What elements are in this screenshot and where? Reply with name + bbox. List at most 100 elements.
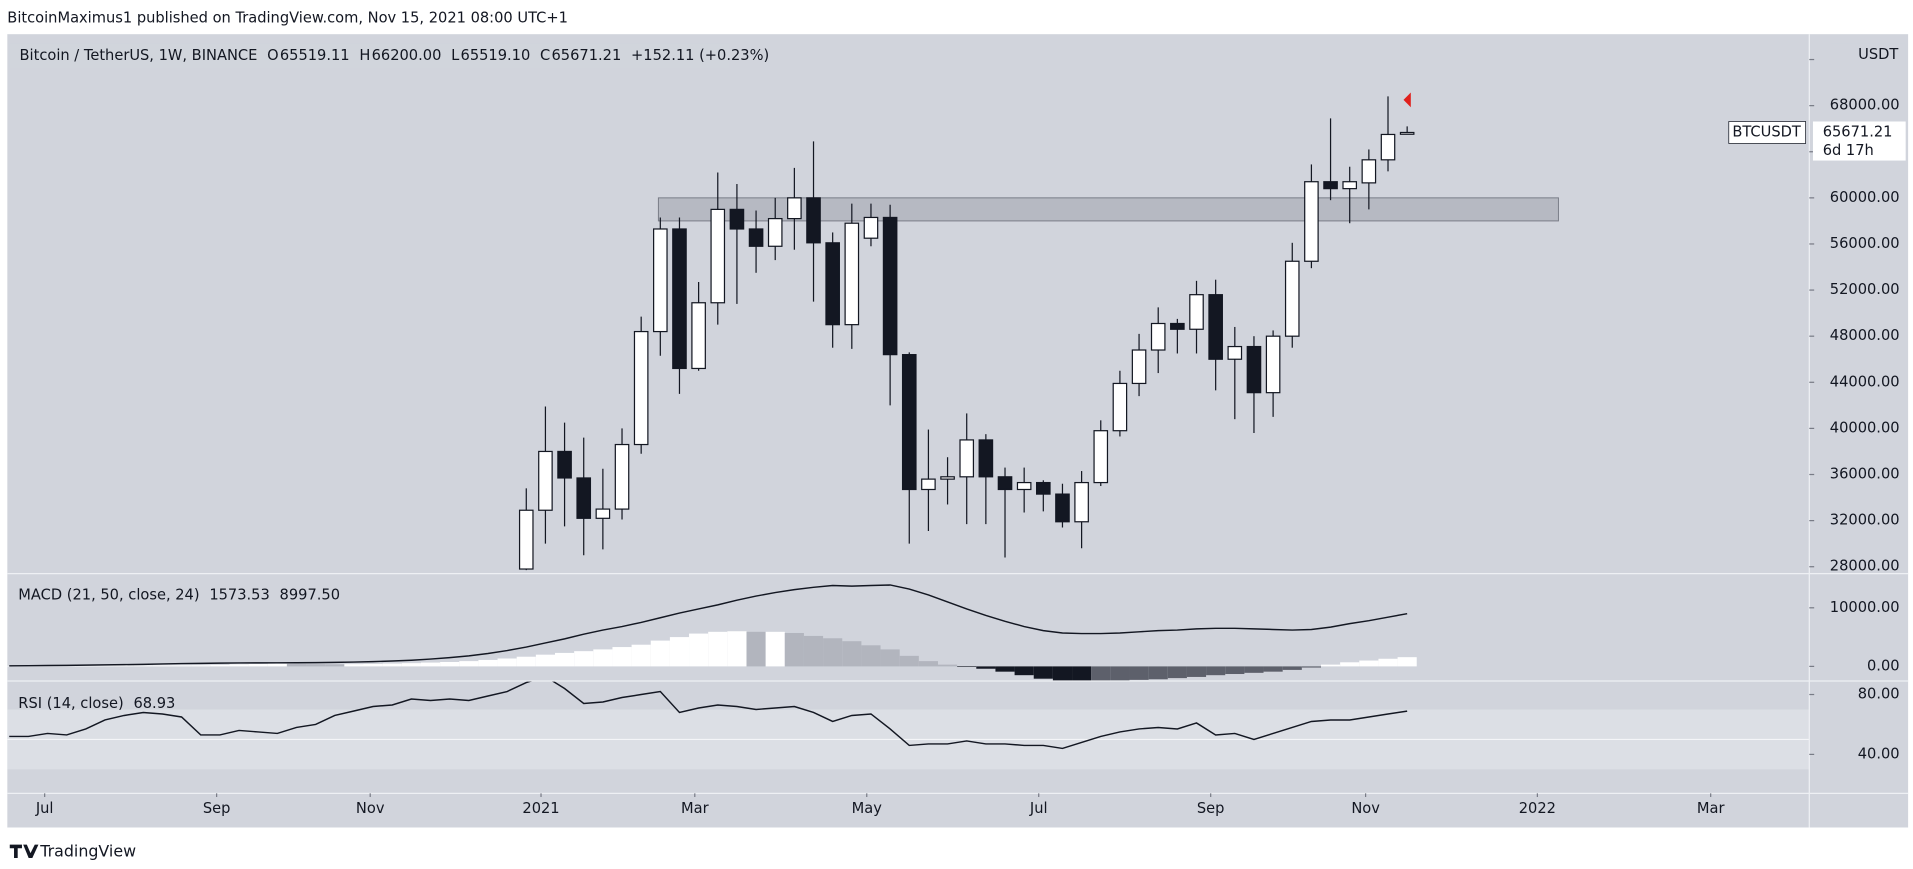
candle-body — [1055, 493, 1070, 523]
candle-body — [1170, 322, 1185, 330]
macd-histogram-bar — [1206, 666, 1226, 676]
macd-histogram-bar — [1186, 666, 1207, 677]
y-tick-label: 80.00 — [1858, 686, 1900, 703]
macd-histogram-bar — [708, 631, 728, 667]
macd-histogram-bar — [612, 647, 632, 667]
candle-body — [1342, 181, 1358, 190]
macd-histogram-bar — [191, 665, 211, 667]
publisher-line: BitcoinMaximus1 published on TradingView… — [7, 9, 568, 26]
macd-histogram-bar — [478, 659, 498, 667]
x-tick-label: Jul — [1029, 800, 1048, 817]
y-tick-label: 28000.00 — [1830, 558, 1900, 575]
macd-pane — [7, 584, 1417, 682]
y-tick-label: 52000.00 — [1830, 281, 1900, 298]
macd-readout: 1573.53 — [209, 587, 269, 604]
macd-title: MACD (21, 50, close, 24) — [18, 587, 199, 604]
macd-histogram-bar — [152, 665, 173, 667]
candle-body — [1208, 294, 1223, 360]
y-tick-label: 44000.00 — [1830, 373, 1900, 390]
candle-body — [538, 450, 553, 511]
x-tick-label: Mar — [1697, 800, 1726, 817]
logo-mark — [9, 844, 39, 859]
candle-body — [844, 222, 860, 326]
legend-key: L — [451, 47, 460, 64]
macd-histogram-bar — [535, 654, 555, 667]
macd-histogram-bar — [497, 658, 517, 667]
candle-body — [518, 509, 534, 570]
macd-histogram-bar — [1052, 666, 1073, 682]
macd-histogram-bar — [1225, 666, 1245, 675]
candle-body — [1093, 430, 1109, 484]
y-tick-label: 40000.00 — [1830, 419, 1900, 436]
candle-body — [1304, 181, 1319, 262]
candle-body — [1131, 349, 1147, 385]
candle-body — [978, 439, 994, 478]
candle-body — [1150, 322, 1166, 351]
macd-histogram-bar — [1301, 666, 1321, 668]
macd-histogram-bar — [382, 663, 402, 667]
candle-body — [1246, 345, 1262, 394]
currency-label: USDT — [1858, 46, 1898, 63]
macd-histogram-bar — [574, 651, 594, 667]
rsi-pane — [7, 681, 1810, 770]
currency-badge — [1830, 43, 1906, 66]
y-tick-label: 60000.00 — [1830, 189, 1900, 206]
candle-body — [882, 216, 898, 356]
candle-body — [863, 216, 879, 239]
macd-histogram-bar — [1282, 666, 1302, 670]
legend-backdrop — [9, 43, 730, 69]
y-tick-label: 32000.00 — [1830, 512, 1900, 529]
macd-histogram-bar — [1033, 666, 1053, 679]
macd-histogram-bar — [1091, 666, 1111, 682]
macd-histogram-bar — [133, 665, 153, 667]
candle-body — [691, 302, 706, 370]
macd-histogram-bar — [1148, 666, 1168, 680]
macd-histogram-bar — [1014, 666, 1034, 676]
last-price: 65671.21 — [1823, 123, 1893, 140]
legend-change: +152.11 (+0.23%) — [631, 47, 769, 64]
macd-histogram-bar — [861, 645, 881, 667]
macd-histogram-bar — [880, 649, 900, 667]
footer-logo — [9, 844, 39, 859]
y-tick-label: 48000.00 — [1830, 327, 1900, 344]
macd-histogram-bar — [1129, 666, 1149, 680]
candle-body — [1265, 335, 1281, 394]
macd-histogram-bar — [899, 655, 919, 667]
legend-key: O — [267, 47, 279, 64]
candle-body — [557, 450, 572, 479]
macd-histogram-bar — [363, 663, 383, 667]
candle-body — [595, 508, 611, 519]
candle-body — [1074, 481, 1089, 523]
macd-histogram-bar — [1244, 666, 1264, 673]
candle-body — [653, 228, 668, 333]
bar-countdown: 6d 17h — [1823, 142, 1874, 159]
macd-histogram-bar — [937, 664, 958, 667]
macd-histogram-bar — [172, 665, 192, 667]
macd-histogram-bar — [114, 665, 134, 667]
macd-histogram-bar — [1378, 658, 1398, 667]
candle-body — [729, 208, 745, 230]
y-tick-label: 10000.00 — [1830, 599, 1900, 616]
candle-body — [1380, 133, 1396, 161]
macd-histogram-bar — [803, 635, 824, 667]
candle-body — [1399, 131, 1415, 135]
candle-body — [1284, 260, 1300, 337]
macd-histogram-bar — [1340, 662, 1360, 667]
symbol-title: Bitcoin / TetherUS, 1W, BINANCE — [20, 47, 258, 64]
macd-histogram-bar — [1072, 666, 1092, 682]
macd-histogram-bar — [248, 664, 268, 667]
macd-histogram-bar — [1359, 660, 1379, 667]
legend-key: C — [540, 47, 550, 64]
macd-histogram-bar — [516, 656, 536, 667]
macd-histogram-bar — [1263, 666, 1283, 672]
y-tick-label: 56000.00 — [1830, 235, 1900, 252]
macd-histogram-bar — [1167, 666, 1187, 679]
macd-readout: 8997.50 — [280, 587, 340, 604]
macd-histogram-bar — [306, 664, 326, 667]
candle-body — [901, 354, 917, 491]
macd-histogram-bar — [210, 664, 230, 667]
candle-body — [614, 443, 630, 510]
candle-body — [1189, 294, 1204, 330]
macd-histogram-bar — [440, 661, 460, 667]
